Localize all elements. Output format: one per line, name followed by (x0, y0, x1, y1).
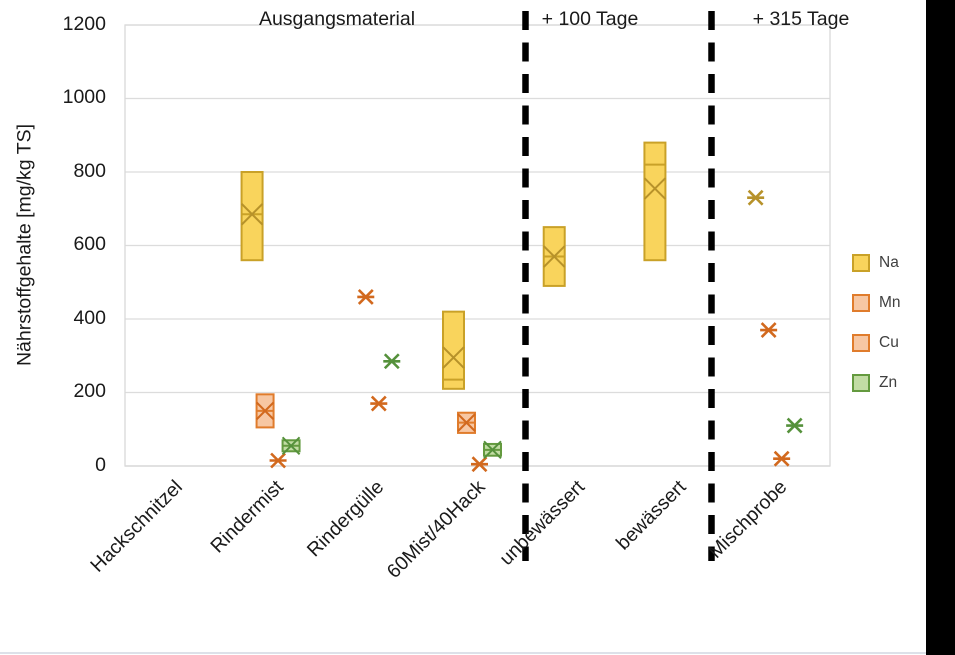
y-axis-title: Nährstoffgehalte [mg/kg TS] (13, 123, 36, 367)
mean-marker-Mn-60Mist/40Hack (457, 413, 476, 432)
mean-marker-Zn-60Mist/40Hack (483, 440, 502, 460)
y-tick-label: 800 (73, 160, 106, 183)
y-tick-label: 0 (95, 454, 106, 477)
legend-label-na: Na (879, 254, 899, 271)
mean-marker-Na-60Mist/40Hack (442, 346, 465, 369)
mean-marker-Na-bewässert (643, 177, 667, 200)
legend-swatch-cu (852, 334, 870, 352)
legend-item-cu: Cu (852, 334, 901, 352)
section-title-315-tage: + 315 Tage (752, 8, 850, 30)
mean-marker-Mn-Rindermist (255, 401, 275, 421)
legend-swatch-na (852, 254, 870, 272)
box-Na-bewässert (643, 141, 667, 262)
box-Na-Rindermist (240, 171, 264, 262)
legend-label-cu: Cu (879, 334, 899, 351)
mean-marker-Na-unbewässert (543, 245, 566, 268)
y-tick-label: 400 (73, 307, 106, 330)
y-tick-label: 600 (73, 233, 106, 256)
legend-label-mn: Mn (879, 294, 901, 311)
legend-swatch-zn (852, 374, 870, 392)
y-tick-label: 1000 (62, 86, 106, 109)
section-title-100-tage: + 100 Tage (541, 8, 639, 30)
legend-swatch-mn (852, 294, 870, 312)
legend-item-mn: Mn (852, 294, 901, 312)
legend-label-zn: Zn (879, 374, 898, 391)
section-title-ausgangsmaterial: Ausgangsmaterial (258, 8, 416, 30)
legend-item-na: Na (852, 254, 901, 272)
box-Na-60Mist/40Hack (442, 310, 465, 390)
screen-edge-black-bar (926, 0, 955, 655)
mean-marker-Na-Rindermist (240, 203, 264, 226)
screen-bottom-divider (0, 652, 926, 654)
y-tick-label: 200 (73, 380, 106, 403)
legend-item-zn: Zn (852, 374, 901, 392)
y-tick-label: 1200 (62, 13, 106, 36)
mean-marker-Zn-Rindermist (281, 436, 301, 455)
legend: Na Mn Cu Zn (852, 254, 901, 392)
